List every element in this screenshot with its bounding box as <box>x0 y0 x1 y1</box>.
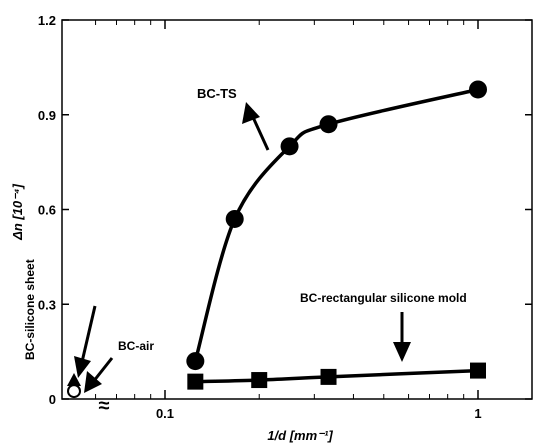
annotation-bc-rect-mold: BC-rectangular silicone mold <box>300 291 467 305</box>
annotation-bc-air: BC-air <box>118 339 154 353</box>
series-line-1 <box>195 368 479 384</box>
annotation-bc-ts: BC-TS <box>197 86 237 101</box>
y-tick-label: 1.2 <box>38 13 56 28</box>
data-point-square <box>320 368 337 385</box>
y-tick-label: 0.9 <box>38 108 56 123</box>
y-tick-label: 0.3 <box>38 297 56 312</box>
x-tick-label: 1 <box>474 406 481 421</box>
arrow-bc-rect-mold <box>393 312 411 362</box>
data-point-circle <box>319 115 338 134</box>
data-point-circle <box>469 80 487 99</box>
y-axis-title: Δn [10⁻⁴] <box>10 183 25 240</box>
arrow-bc-ts <box>242 102 270 151</box>
annotation-bc-silicone-sheet: BC-silicone sheet <box>23 259 37 360</box>
data-point-circle <box>225 209 244 228</box>
data-point-square <box>470 362 486 379</box>
data-point-triangle <box>67 373 81 387</box>
data-point-circle <box>280 137 299 156</box>
arrow-bc-silicone-sheet <box>74 305 97 378</box>
data-point-square <box>251 372 268 389</box>
y-tick-label: 0 <box>49 392 56 407</box>
arrow-bc-air <box>84 357 114 393</box>
x-axis-title: 1/d [mm⁻¹] <box>267 428 333 443</box>
data-point-circle <box>186 352 205 371</box>
data-point-open-circle <box>67 384 81 399</box>
axis-break-symbol: ≈ <box>99 395 110 417</box>
y-tick-label: 0.6 <box>38 203 56 218</box>
x-tick-label: 0.1 <box>156 406 174 421</box>
data-point-square <box>187 373 204 390</box>
